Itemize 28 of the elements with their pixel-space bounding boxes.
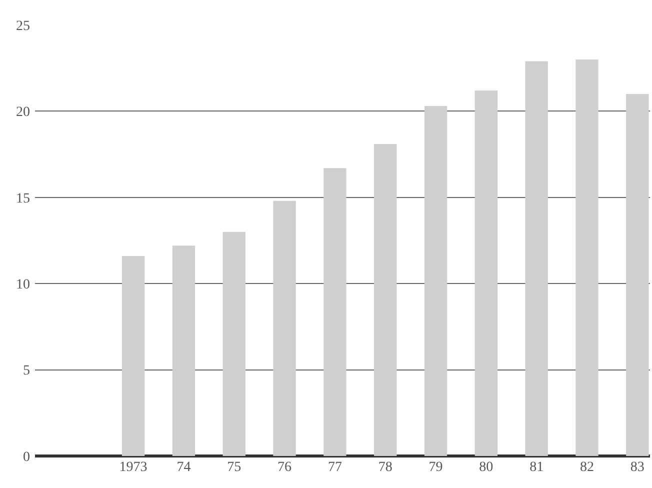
- bar: [222, 232, 246, 456]
- y-tick-label: 25: [16, 18, 30, 34]
- bar: [424, 106, 448, 456]
- bar: [324, 168, 346, 456]
- x-tick-label: 76: [278, 460, 292, 475]
- bar: [273, 200, 296, 456]
- x-tick-label: 1973: [119, 460, 148, 475]
- y-tick-label: 20: [16, 105, 30, 120]
- x-tick-label: 79: [428, 460, 443, 475]
- y-tick-label: 0: [23, 450, 30, 465]
- x-tick-label: 77: [328, 460, 342, 475]
- bar: [576, 59, 598, 456]
- x-tick-label: 80: [479, 460, 494, 475]
- bar: [525, 61, 548, 456]
- bar: [122, 256, 145, 456]
- x-tick-label: 81: [530, 460, 544, 475]
- x-tick-label: 74: [176, 460, 191, 475]
- y-tick-label: 10: [16, 278, 30, 292]
- y-tick-label: 5: [23, 364, 30, 379]
- bar: [172, 246, 196, 456]
- y-tick-label: 15: [16, 191, 30, 206]
- x-tick-label: 83: [630, 460, 644, 475]
- bar: [374, 144, 397, 456]
- x-tick-label: 78: [378, 460, 392, 475]
- bar: [474, 90, 498, 456]
- x-tick-label: 75: [227, 460, 242, 475]
- bar: [626, 94, 649, 456]
- x-tick-label: 82: [580, 460, 594, 475]
